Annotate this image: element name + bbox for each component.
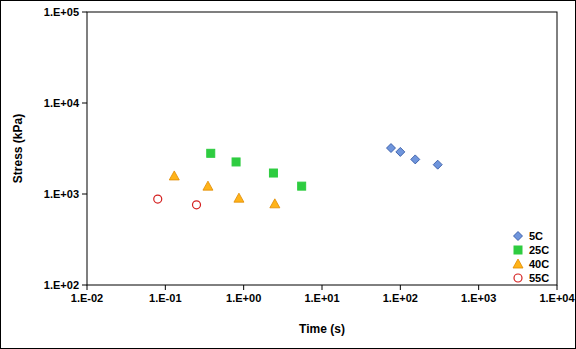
y-tick-label: 1.E+04: [44, 97, 80, 109]
point: [298, 182, 306, 190]
chart-border: [1, 1, 576, 349]
x-tick: [557, 285, 558, 290]
x-tick: [165, 285, 166, 290]
x-tick-label: 1.E+04: [539, 292, 575, 304]
y-axis-label: Stress (kPa): [11, 114, 25, 183]
x-tick-label: 1.E+02: [383, 292, 418, 304]
point: [232, 158, 240, 166]
x-tick: [478, 285, 479, 290]
point: [169, 171, 179, 180]
x-tick: [87, 285, 88, 290]
legend-marker: [514, 274, 522, 282]
series: [207, 149, 306, 190]
plot-frame: [87, 12, 557, 285]
point: [396, 147, 405, 156]
x-axis-label: Time (s): [299, 322, 345, 336]
y-tick: [82, 12, 87, 13]
x-tick: [322, 285, 323, 290]
legend-label: 25C: [529, 244, 549, 256]
legend-label: 5C: [529, 230, 543, 242]
x-tick-label: 1.E+00: [226, 292, 261, 304]
x-tick: [400, 285, 401, 290]
y-tick: [82, 103, 87, 104]
point: [207, 149, 215, 157]
point: [193, 201, 201, 209]
y-tick-label: 1.E+03: [44, 188, 79, 200]
point: [154, 195, 162, 203]
point: [386, 144, 395, 153]
point: [270, 199, 280, 208]
legend-marker: [513, 259, 523, 268]
y-tick: [82, 194, 87, 195]
legend: 5C 25C 40C 55C: [513, 230, 549, 284]
x-tick-label: 1.E-02: [71, 292, 103, 304]
y-tick-label: 1.E+02: [44, 279, 79, 291]
series: [386, 144, 442, 170]
series: [154, 195, 201, 209]
point: [411, 155, 420, 164]
legend-label: 40C: [529, 258, 549, 270]
x-tick-label: 1.E+03: [461, 292, 496, 304]
plot-area: [154, 144, 442, 209]
x-tick: [243, 285, 244, 290]
x-tick-label: 1.E-01: [149, 292, 181, 304]
legend-label: 55C: [529, 272, 549, 284]
y-tick-label: 1.E+05: [44, 6, 79, 18]
y-tick: [82, 285, 87, 286]
legend-marker: [514, 246, 522, 254]
series: [169, 171, 280, 208]
point: [433, 160, 442, 169]
point: [203, 181, 213, 190]
x-tick-label: 1.E+01: [304, 292, 339, 304]
legend-marker: [514, 232, 523, 241]
point: [269, 169, 277, 177]
point: [234, 193, 244, 202]
chart: 1.E-02 1.E-01 1.E+00 1.E+01 1.E+02 1.E+03 1.E+…: [0, 0, 576, 349]
